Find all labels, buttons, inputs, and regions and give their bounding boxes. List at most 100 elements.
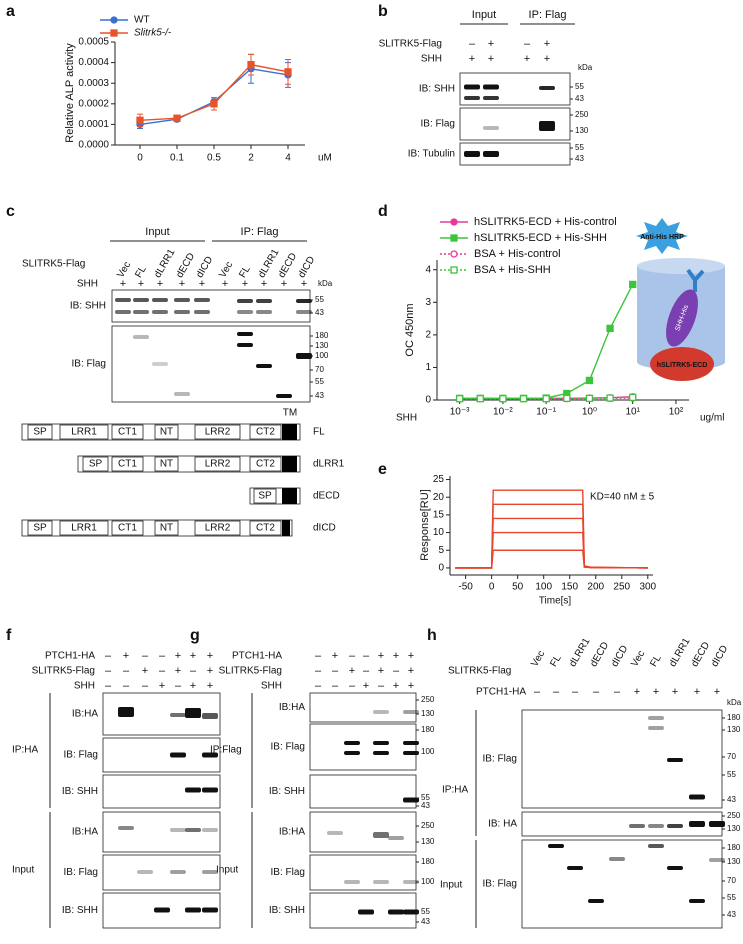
kda-value: 130 xyxy=(727,725,741,734)
band xyxy=(667,866,683,870)
legend-marker xyxy=(110,16,118,24)
band xyxy=(170,870,186,874)
legend-label: BSA + His-control xyxy=(474,248,561,260)
band xyxy=(464,96,480,100)
group-label: Input xyxy=(472,9,496,21)
band xyxy=(202,713,218,719)
domain-label: CT1 xyxy=(118,427,137,438)
kda-value: 180 xyxy=(727,843,741,852)
y-tick-label: 2 xyxy=(425,330,431,341)
condition-mark: + xyxy=(261,278,267,290)
lane-label: dECD xyxy=(174,251,197,280)
lane-label: FL xyxy=(237,264,253,280)
condition-mark: + xyxy=(393,680,399,692)
panel-label: e xyxy=(378,461,387,478)
band xyxy=(118,826,134,830)
condition-mark: + xyxy=(634,686,640,698)
band xyxy=(174,392,190,396)
x-tick-label: 10⁻³ xyxy=(450,407,470,418)
blot-label: IB: Flag xyxy=(271,742,305,753)
row-label: SLITRK5-Flag xyxy=(219,666,282,677)
kda-value: 180 xyxy=(727,713,741,722)
kda-value: 55 xyxy=(421,907,430,916)
condition-mark: + xyxy=(694,686,700,698)
band xyxy=(118,707,134,717)
lane-label: dICD xyxy=(194,255,215,280)
x-tick-label: 200 xyxy=(587,582,604,593)
condition-mark: + xyxy=(123,650,129,662)
blot-box xyxy=(102,737,221,773)
kda-value: 180 xyxy=(421,857,435,866)
y-tick-label: 0.0004 xyxy=(78,57,109,68)
x-tick-label: 10⁻² xyxy=(493,407,513,418)
data-point xyxy=(629,280,637,289)
band xyxy=(237,299,253,303)
domain-label: SP xyxy=(89,459,103,470)
condition-mark: + xyxy=(190,650,196,662)
band xyxy=(689,794,705,800)
domain-box xyxy=(249,456,282,472)
band xyxy=(256,310,272,314)
legend-label: Slitrk5-/- xyxy=(134,28,172,39)
data-point xyxy=(455,395,464,403)
row-label: SHH xyxy=(421,54,442,65)
kda-value: 55 xyxy=(421,793,430,802)
data-point xyxy=(585,376,594,385)
condition-mark: – xyxy=(332,680,339,692)
data-point xyxy=(519,395,528,403)
band xyxy=(202,828,218,832)
data-point xyxy=(173,114,181,122)
kda-value: 180 xyxy=(421,725,435,734)
series-line xyxy=(455,503,648,569)
domain-label: SP xyxy=(33,427,47,438)
x-axis-label: Time[s] xyxy=(539,596,572,607)
band xyxy=(185,787,201,793)
kda-value: 130 xyxy=(575,126,589,135)
band xyxy=(152,362,168,366)
condition-mark: – xyxy=(393,665,400,677)
domain-box xyxy=(194,456,241,472)
y-tick-label: 25 xyxy=(433,474,445,485)
band xyxy=(115,310,131,314)
lane-label: FL xyxy=(648,653,664,669)
condition-mark: – xyxy=(614,686,621,698)
band xyxy=(403,909,419,915)
kda-value: 43 xyxy=(421,917,430,926)
domain-box xyxy=(27,520,53,536)
panel-label: d xyxy=(378,203,388,220)
band xyxy=(202,787,218,793)
condition-mark: + xyxy=(222,278,228,290)
blot-label: IB:HA xyxy=(279,827,305,838)
lane-label: dICD xyxy=(296,255,317,280)
condition-mark: + xyxy=(332,650,338,662)
blot-label: IB: Flag xyxy=(421,119,455,130)
band xyxy=(648,726,664,730)
blot-label: IB: Tubulin xyxy=(408,149,455,160)
band xyxy=(358,909,374,915)
y-tick-label: 0 xyxy=(425,395,431,406)
blot-label: IB: SHH xyxy=(62,786,98,797)
band xyxy=(667,758,683,762)
blot-label: IB: HA xyxy=(488,819,517,830)
panel-label: h xyxy=(427,627,437,644)
condition-mark: + xyxy=(179,278,185,290)
condition-mark: + xyxy=(142,665,148,677)
condition-mark: – xyxy=(105,650,112,662)
band xyxy=(202,870,218,874)
band xyxy=(170,752,186,758)
condition-mark: – xyxy=(363,650,370,662)
row-label: SLITRK5-Flag xyxy=(379,39,442,50)
band xyxy=(464,151,480,157)
construct-name: FL xyxy=(313,427,325,438)
y-tick-label: 3 xyxy=(425,297,431,308)
band xyxy=(709,858,725,862)
data-point xyxy=(499,395,507,403)
kda-value: 70 xyxy=(727,876,736,885)
condition-mark: + xyxy=(138,278,144,290)
condition-mark: – xyxy=(159,650,166,662)
band xyxy=(174,310,190,314)
legend-label: BSA + His-SHH xyxy=(474,264,551,276)
blot-label: IB: SHH xyxy=(419,84,455,95)
data-point xyxy=(136,116,144,124)
condition-mark: + xyxy=(175,650,181,662)
